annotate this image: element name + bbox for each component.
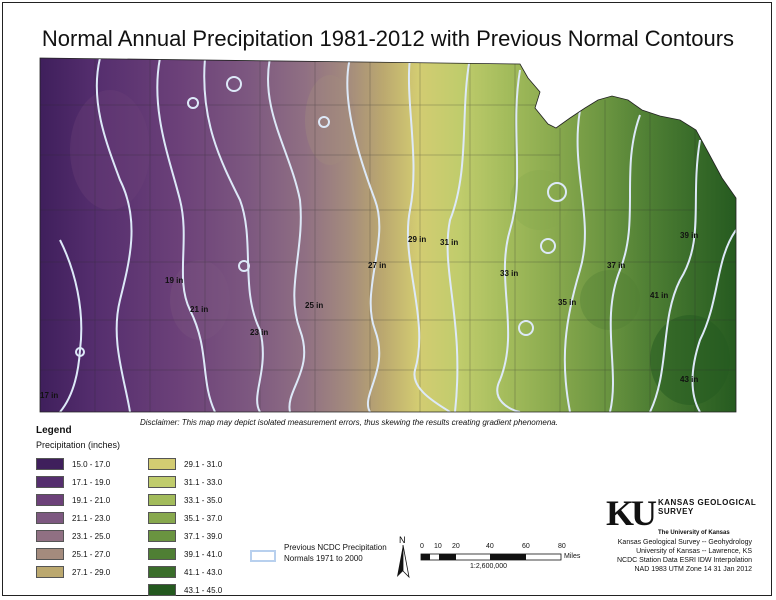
contour-label: 25 in <box>305 301 323 310</box>
legend-item: 31.1 - 33.0 <box>148 476 222 488</box>
contour-label: 21 in <box>190 305 208 314</box>
legend-item: 39.1 - 41.0 <box>148 548 222 560</box>
contour-label: 29 in <box>408 235 426 244</box>
legend-item: 37.1 - 39.0 <box>148 530 222 542</box>
legend-label: 27.1 - 29.0 <box>72 567 111 577</box>
legend-label: 21.1 - 23.0 <box>72 513 111 523</box>
contour-label: 39 in <box>680 231 698 240</box>
legend-label: 37.1 - 39.0 <box>184 531 223 541</box>
legend-swatch <box>148 548 176 560</box>
legend-label: 17.1 - 19.0 <box>72 477 111 487</box>
scale-tick: 10 <box>434 543 442 550</box>
legend-label: 25.1 - 27.0 <box>72 549 111 559</box>
legend-item: 27.1 - 29.0 <box>36 566 110 578</box>
contour-label-group: 17 in 19 in 21 in 23 in 25 in 27 in 29 i… <box>40 231 698 400</box>
legend-swatch <box>36 512 64 524</box>
legend-item: 19.1 - 21.0 <box>36 494 110 506</box>
scale-tick: 20 <box>452 543 460 550</box>
legend-item: 29.1 - 31.0 <box>148 458 222 470</box>
credits: Kansas Geological Survey -- Geohydrology… <box>560 538 752 574</box>
legend-swatch <box>148 530 176 542</box>
scale-bar: 0 10 20 40 60 80 Miles 1:2,600,000 <box>420 543 630 583</box>
map-surface: 17 in 19 in 21 in 23 in 25 in 27 in 29 i… <box>40 58 736 412</box>
disclaimer-text: Disclaimer: This map may depict isolated… <box>140 418 558 427</box>
legend-item: 21.1 - 23.0 <box>36 512 110 524</box>
scale-tick: 60 <box>522 543 530 550</box>
contour-label: 43 in <box>680 375 698 384</box>
contour-label: 35 in <box>558 298 576 307</box>
legend-swatch <box>148 566 176 578</box>
legend-item: 25.1 - 27.0 <box>36 548 110 560</box>
legend-label: 41.1 - 43.0 <box>184 567 223 577</box>
legend-item: 41.1 - 43.0 <box>148 566 222 578</box>
legend-swatch <box>148 476 176 488</box>
legend-swatch <box>36 530 64 542</box>
scale-tick: 40 <box>486 543 494 550</box>
ku-survey-name: KANSAS GEOLOGICAL SURVEY <box>658 498 757 516</box>
legend-label: 31.1 - 33.0 <box>184 477 223 487</box>
scale-tick: 0 <box>420 543 424 550</box>
legend-label: 33.1 - 35.0 <box>184 495 223 505</box>
legend-item: 15.0 - 17.0 <box>36 458 110 470</box>
north-arrow-icon <box>397 545 410 579</box>
scale-bar-graphic <box>420 553 562 561</box>
credit-line: University of Kansas -- Lawrence, KS <box>636 548 752 555</box>
legend-item: 17.1 - 19.0 <box>36 476 110 488</box>
legend-swatch <box>36 476 64 488</box>
legend-swatch <box>148 458 176 470</box>
north-arrow: N <box>393 535 413 579</box>
contour-label: 41 in <box>650 291 668 300</box>
legend-swatch <box>148 494 176 506</box>
previous-normal-contours <box>59 58 736 412</box>
legend-item: 35.1 - 37.0 <box>148 512 222 524</box>
state-outline <box>39 57 737 413</box>
scale-ratio: 1:2,600,000 <box>470 563 507 570</box>
legend-item: 33.1 - 35.0 <box>148 494 222 506</box>
legend-label: 23.1 - 25.0 <box>72 531 111 541</box>
legend-label: 19.1 - 21.0 <box>72 495 111 505</box>
contour-label: 17 in <box>40 391 58 400</box>
legend-swatch <box>36 566 64 578</box>
contour-swatch <box>250 550 276 562</box>
legend-swatch <box>148 512 176 524</box>
legend-label: 29.1 - 31.0 <box>184 459 223 469</box>
legend-subtitle: Precipitation (inches) <box>36 440 121 450</box>
scale-unit: Miles <box>564 553 581 560</box>
north-label: N <box>399 535 406 545</box>
contour-legend-label: Previous NCDC Precipitation Normals 1971… <box>284 543 387 563</box>
county-boundaries <box>40 58 736 412</box>
legend-swatch <box>36 548 64 560</box>
legend-title: Legend <box>36 425 72 436</box>
legend-swatch <box>36 458 64 470</box>
scale-tick: 80 <box>558 543 566 550</box>
legend-swatch <box>36 494 64 506</box>
ku-logo: KU <box>606 493 657 533</box>
ku-university: The University of Kansas <box>658 530 730 536</box>
legend-label: 39.1 - 41.0 <box>184 549 223 559</box>
contour-label: 31 in <box>440 238 458 247</box>
legend-label: 15.0 - 17.0 <box>72 459 111 469</box>
credit-line: Kansas Geological Survey -- Geohydrology <box>617 539 752 546</box>
credit-line: NAD 1983 UTM Zone 14 31 Jan 2012 <box>634 566 752 573</box>
legend-item: 23.1 - 25.0 <box>36 530 110 542</box>
legend-item: 43.1 - 45.0 <box>148 584 222 596</box>
credit-line: NCDC Station Data ESRI IDW Interpolation <box>617 557 752 564</box>
contour-label: 37 in <box>607 261 625 270</box>
precipitation-field <box>40 58 736 412</box>
legend-label: 35.1 - 37.0 <box>184 513 223 523</box>
legend-swatch <box>148 584 176 596</box>
contour-label: 23 in <box>250 328 268 337</box>
legend-label: 43.1 - 45.0 <box>184 585 223 595</box>
contour-label: 27 in <box>368 261 386 270</box>
contour-label: 33 in <box>500 269 518 278</box>
map-title: Normal Annual Precipitation 1981-2012 wi… <box>41 26 735 51</box>
contour-label: 19 in <box>165 276 183 285</box>
